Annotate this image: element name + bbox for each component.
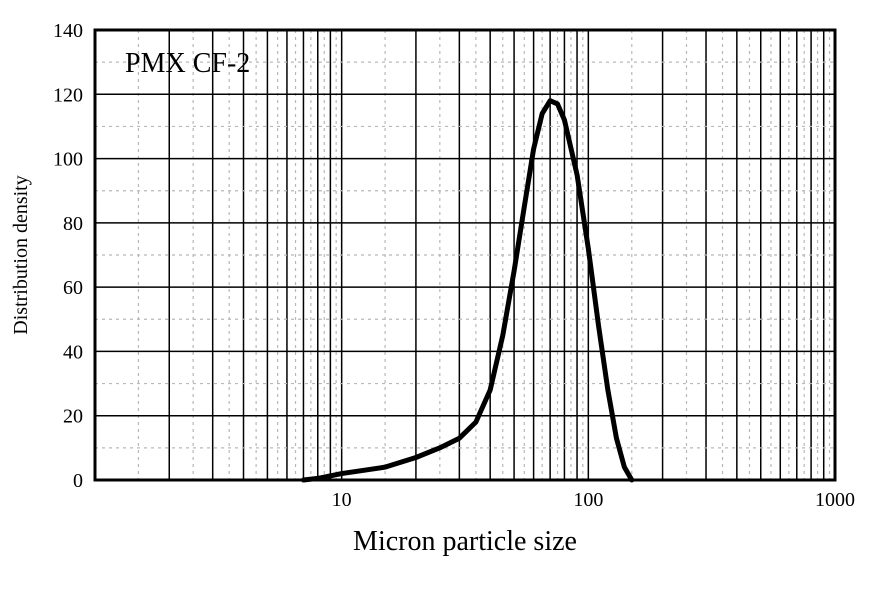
x-tick-label: 10 [332, 489, 352, 511]
y-tick-label: 0 [73, 470, 83, 492]
x-tick-label: 1000 [815, 489, 855, 511]
distribution-density-chart: 0 20 40 60 80 100 120 140 10 100 1000 Micron partic… [0, 0, 888, 596]
y-tick-label: 40 [63, 341, 83, 363]
y-tick-label: 20 [63, 406, 83, 428]
y-tick-label: 100 [53, 149, 83, 171]
y-tick-label: 140 [53, 20, 83, 42]
chart-svg: 0 20 40 60 80 100 120 140 10 100 1000 Micron partic… [0, 0, 888, 596]
y-tick-label: 60 [63, 277, 83, 299]
y-tick-label: 80 [63, 213, 83, 235]
x-axis-label: Micron particle size [353, 526, 577, 557]
x-tick-label: 100 [573, 489, 603, 511]
y-tick-label: 120 [53, 84, 83, 106]
y-axis-label: Distribution density [10, 175, 32, 334]
chart-inset-title: PMX CF-2 [125, 48, 250, 79]
